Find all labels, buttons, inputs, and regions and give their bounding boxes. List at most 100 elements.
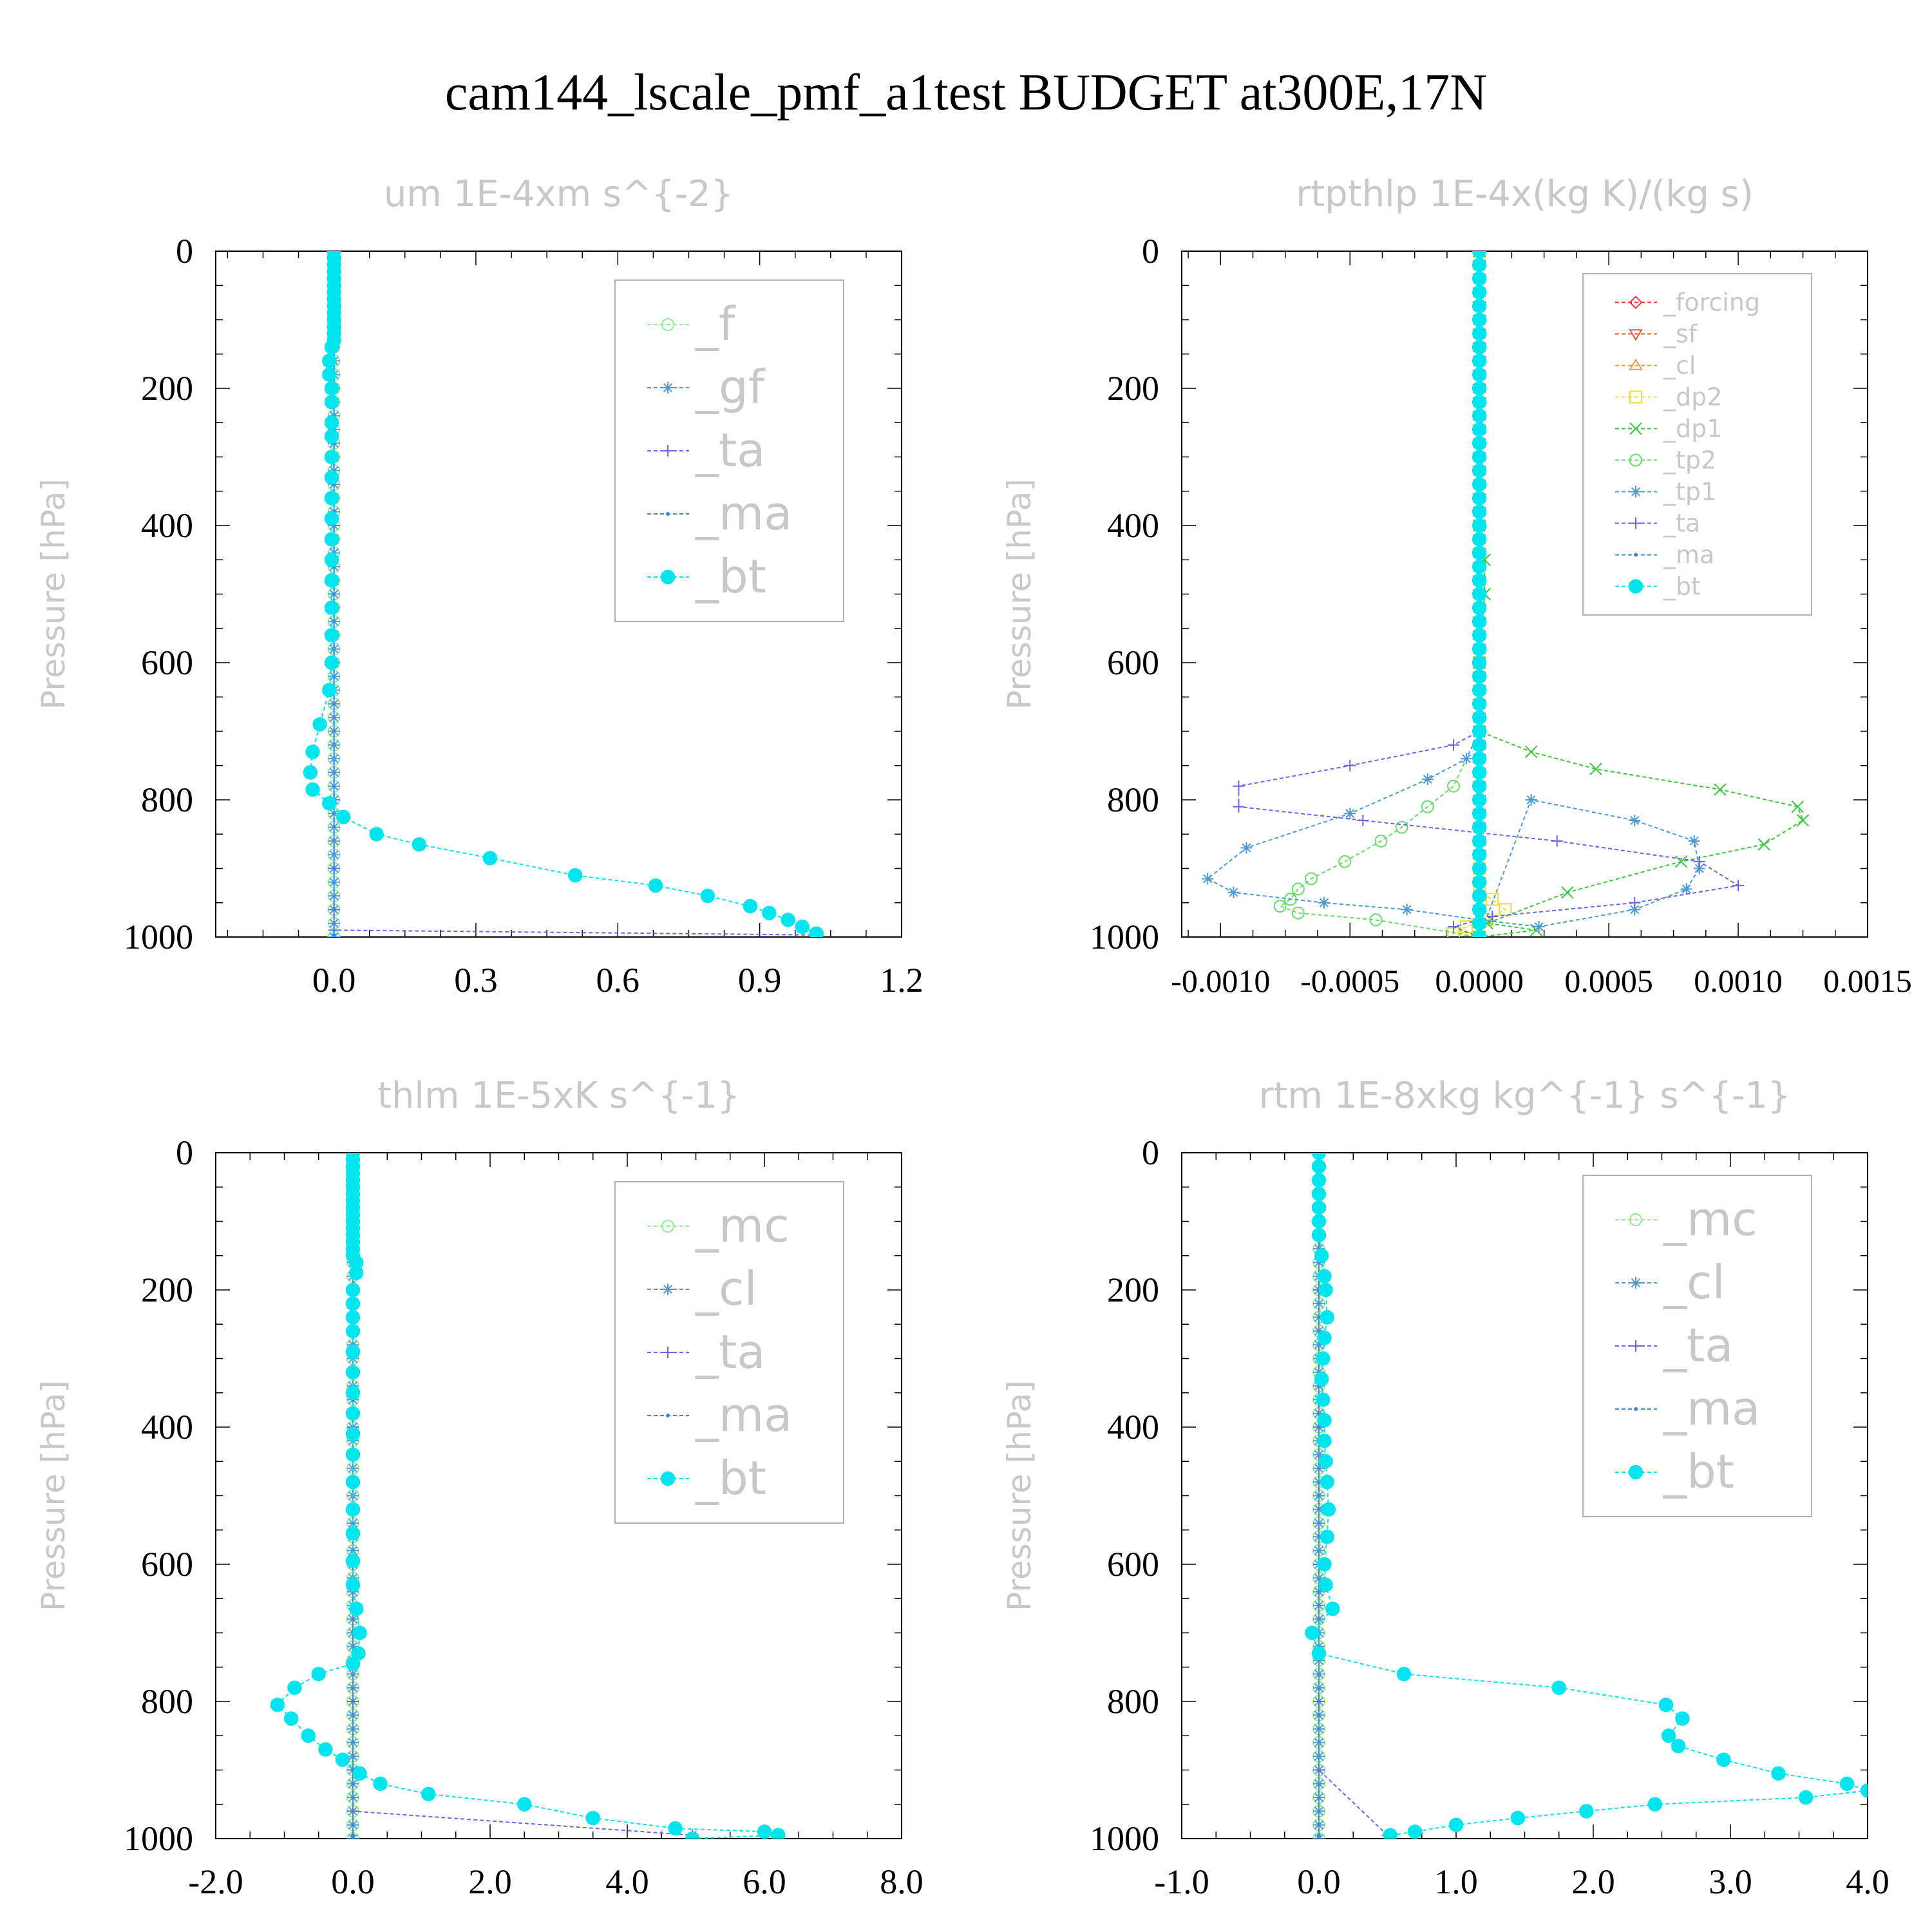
data-point [1325, 1602, 1340, 1616]
data-point [1472, 504, 1487, 519]
data-point [1472, 929, 1487, 937]
data-point [324, 532, 339, 547]
data-point [568, 867, 583, 883]
legend-marker [1629, 422, 1642, 435]
y-tick-label: 0 [1142, 232, 1159, 270]
legend-marker [1629, 296, 1643, 309]
data-point [328, 766, 340, 779]
data-point [349, 1255, 364, 1270]
data-point [1472, 833, 1487, 849]
x-tick-label: 0.0015 [1823, 963, 1912, 999]
series-line [1318, 1153, 1388, 1836]
x-tick-label: 0.0010 [1694, 963, 1783, 999]
legend-marker [662, 382, 674, 393]
series-line [1451, 251, 1507, 937]
y-tick-label: 0 [176, 1133, 193, 1172]
data-point [1472, 463, 1487, 478]
y-axis-label: Pressure [hPa] [1001, 478, 1038, 710]
data-point [352, 1766, 367, 1781]
data-point [1579, 1804, 1594, 1819]
data-point [757, 1824, 772, 1839]
data-point [345, 1282, 361, 1298]
x-tick-label: 0.0000 [1435, 963, 1524, 999]
data-point [482, 851, 498, 866]
chart-panels: um 1E-4xm s^{-2} 0 200 400 600 800 1000 0.0 0.3 0… [35, 173, 1912, 1901]
legend-marker [1630, 486, 1642, 498]
data-point [324, 395, 339, 410]
data-point [781, 913, 795, 927]
legend-marker [1630, 1340, 1642, 1352]
legend: _f _gf _ta _ma _bt [614, 279, 844, 622]
series-bt [1472, 251, 1487, 937]
data-point [517, 1797, 532, 1812]
chart-title: rtpthlp 1E-4x(kg K)/(kg s) [1296, 173, 1754, 215]
data-point [1860, 1783, 1868, 1798]
data-point [1472, 737, 1487, 753]
data-point [1233, 780, 1245, 792]
data-point [1311, 1173, 1327, 1188]
data-point [1796, 814, 1810, 827]
data-point [305, 782, 320, 797]
legend-label: _ma [1663, 1381, 1760, 1435]
data-point [305, 744, 320, 759]
data-point [1311, 1200, 1327, 1215]
data-point [1357, 814, 1369, 826]
y-tick-label: 400 [1107, 1408, 1159, 1446]
data-point [345, 1502, 361, 1517]
data-point [743, 898, 758, 914]
data-point [1202, 873, 1214, 885]
series-line [1278, 251, 1481, 937]
legend-marker [661, 1220, 674, 1233]
data-point [1486, 911, 1499, 923]
data-point [1304, 872, 1318, 886]
page-title: cam144_lscale_pmf_a1test BUDGET at300E,1… [445, 64, 1487, 121]
data-point [1401, 904, 1413, 916]
data-point [324, 553, 339, 567]
legend-label: _mc [695, 1198, 790, 1253]
x-tick-label: 0.0 [1297, 1862, 1341, 1901]
data-point [1313, 1462, 1325, 1474]
data-point [1472, 532, 1487, 547]
data-point [336, 810, 351, 824]
data-point [771, 1828, 786, 1839]
legend-marker [1628, 1464, 1643, 1480]
data-point [345, 1406, 361, 1421]
data-point [1240, 842, 1253, 854]
data-point [1647, 1797, 1663, 1812]
data-point [1291, 882, 1305, 896]
chart-um: um 1E-4xm s^{-2} 0 200 400 600 800 1000 0.0 0.3 0… [35, 173, 923, 999]
data-point [585, 1810, 600, 1826]
y-tick-label: 0 [176, 232, 193, 270]
data-point [1311, 1159, 1327, 1174]
x-tick-label: 2.0 [468, 1862, 512, 1901]
x-tick-label: 0.0 [331, 1862, 375, 1901]
series-tp2 [1273, 251, 1486, 937]
data-point [1472, 271, 1487, 286]
data-point [1472, 696, 1487, 712]
plot-area [303, 251, 824, 937]
y-axis-label: Pressure [hPa] [35, 1380, 72, 1611]
data-point [369, 827, 384, 842]
data-point [1472, 902, 1487, 917]
legend-marker [660, 569, 676, 585]
data-point [1305, 1625, 1320, 1640]
legend-label: _ta [1663, 509, 1700, 538]
data-point [1311, 1646, 1327, 1661]
data-point [324, 429, 339, 444]
legend-marker [662, 445, 674, 457]
legend-box [1582, 273, 1812, 616]
data-point [301, 1728, 316, 1743]
data-point [345, 1447, 361, 1462]
data-point [373, 1776, 388, 1791]
y-tick-label: 800 [1107, 781, 1159, 819]
data-point [1629, 896, 1641, 909]
data-point [1472, 354, 1487, 368]
data-point [1311, 1214, 1327, 1229]
data-point [1472, 491, 1487, 506]
data-point [1472, 326, 1487, 341]
data-point [1551, 1680, 1566, 1695]
x-tick-label: 1.0 [1434, 1862, 1478, 1901]
data-point [328, 643, 340, 655]
legend-label: _bt [1663, 573, 1701, 601]
legend-box [614, 279, 844, 622]
